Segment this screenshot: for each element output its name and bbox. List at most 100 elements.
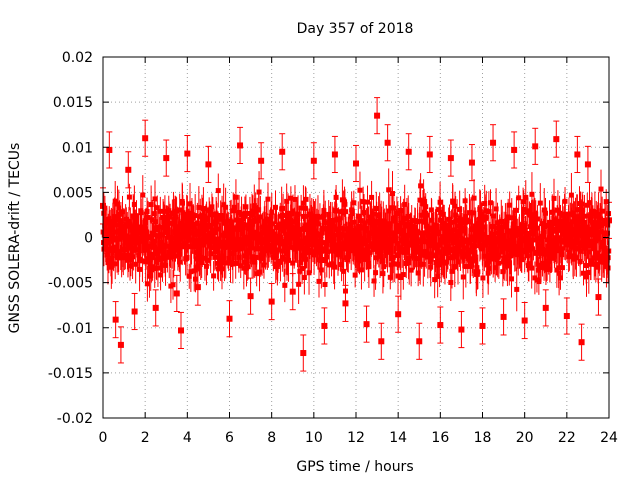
data-point: [515, 243, 521, 249]
data-point: [339, 261, 345, 267]
data-point: [143, 259, 149, 265]
data-point: [151, 211, 157, 217]
y-tick-label: 0.015: [53, 95, 93, 111]
data-point: [149, 267, 155, 273]
data-point: [106, 146, 113, 153]
data-point: [266, 242, 272, 248]
data-point: [311, 252, 317, 258]
data-point: [480, 275, 486, 281]
data-point: [336, 252, 342, 258]
data-point: [252, 259, 258, 265]
data-point: [473, 226, 479, 232]
data-point: [133, 261, 139, 267]
data-point: [388, 205, 394, 211]
data-point: [167, 214, 173, 220]
data-point: [319, 256, 325, 262]
data-point: [177, 259, 183, 265]
data-point: [105, 236, 111, 242]
data-point: [500, 249, 506, 255]
data-point: [463, 214, 469, 220]
data-point: [315, 221, 321, 227]
data-point: [349, 211, 355, 217]
data-point: [503, 224, 509, 230]
data-point: [558, 227, 564, 233]
data-point: [263, 237, 269, 243]
data-point: [216, 236, 222, 242]
data-point: [555, 222, 561, 228]
data-point: [241, 265, 247, 271]
data-point: [117, 236, 123, 242]
data-point: [382, 219, 388, 225]
data-point: [270, 229, 276, 235]
data-point: [530, 237, 536, 243]
data-point: [173, 214, 179, 220]
data-point: [332, 264, 338, 270]
data-point: [148, 272, 154, 278]
data-point: [472, 223, 478, 229]
data-point: [513, 207, 519, 213]
data-point: [139, 258, 145, 264]
data-point: [340, 246, 346, 252]
data-point: [583, 274, 589, 280]
data-point: [326, 227, 332, 233]
data-point: [342, 232, 348, 238]
x-tick-label: 22: [558, 430, 576, 446]
data-point: [302, 256, 308, 262]
data-point: [306, 270, 312, 276]
data-point: [574, 151, 581, 158]
data-point: [264, 224, 270, 230]
data-point: [131, 214, 137, 220]
data-point: [241, 222, 247, 228]
data-point: [179, 232, 185, 238]
data-point: [218, 216, 224, 222]
data-point: [300, 350, 307, 357]
data-point: [170, 241, 176, 247]
data-point: [369, 216, 375, 222]
data-point: [305, 224, 311, 230]
data-point: [168, 235, 174, 241]
data-point: [254, 218, 260, 224]
data-point: [351, 219, 357, 225]
data-point: [115, 201, 121, 207]
data-point: [385, 224, 391, 230]
data-point: [318, 267, 324, 273]
data-point: [238, 263, 244, 269]
data-point: [442, 237, 448, 243]
data-point: [557, 275, 563, 281]
data-point: [117, 341, 124, 348]
data-point: [432, 277, 438, 283]
data-point: [454, 250, 460, 256]
data-point: [205, 161, 212, 168]
data-point: [380, 271, 386, 277]
data-point: [257, 269, 263, 275]
data-point: [418, 183, 424, 189]
data-point: [452, 264, 458, 270]
data-point: [437, 242, 443, 248]
data-point: [131, 247, 137, 253]
data-point: [214, 226, 220, 232]
data-point: [211, 273, 217, 279]
data-point: [343, 226, 349, 232]
data-point: [579, 240, 585, 246]
data-point: [326, 211, 332, 217]
data-point: [511, 222, 517, 228]
data-point: [429, 217, 435, 223]
data-point: [554, 242, 560, 248]
data-point: [586, 249, 592, 255]
data-point: [408, 267, 414, 273]
data-point: [247, 210, 253, 216]
data-point: [152, 304, 159, 311]
data-point: [355, 257, 361, 263]
data-point: [449, 268, 455, 274]
data-point: [427, 234, 433, 240]
data-point: [149, 217, 155, 223]
data-point: [357, 187, 363, 193]
data-point: [436, 231, 442, 237]
data-point: [490, 252, 496, 258]
data-point: [291, 246, 297, 252]
data-point: [389, 191, 395, 197]
data-point: [448, 279, 454, 285]
data-point: [584, 161, 591, 168]
data-point: [556, 235, 562, 241]
data-point: [486, 265, 492, 271]
